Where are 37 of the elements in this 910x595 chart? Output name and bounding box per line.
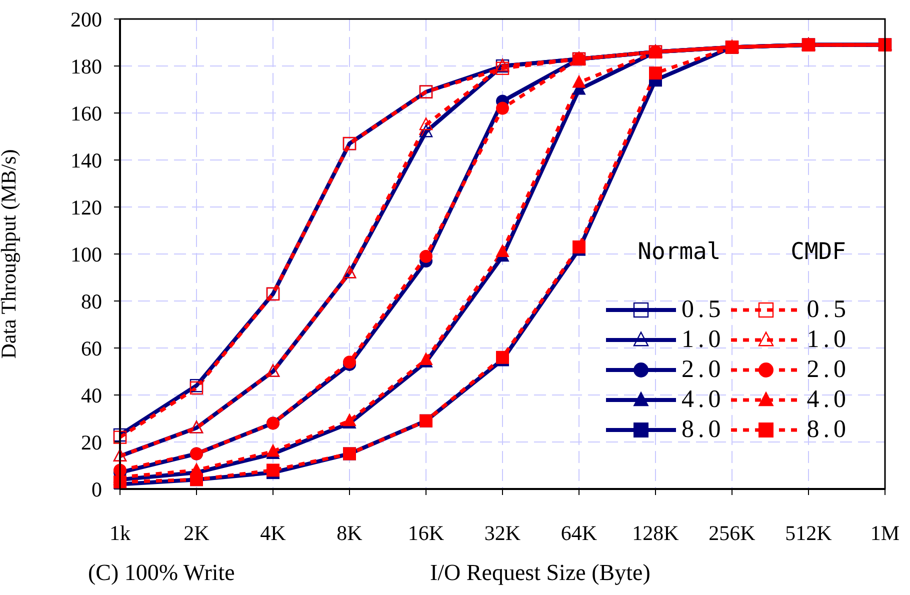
legend-label: 0.5 <box>682 296 725 324</box>
legend-label: 2.0 <box>806 356 850 384</box>
y-tick-label: 80 <box>81 289 102 314</box>
legend-label: 8.0 <box>806 416 850 444</box>
x-tick-label: 256K <box>708 520 756 545</box>
y-tick-label: 100 <box>70 242 102 266</box>
x-tick-label: 1M <box>870 520 900 545</box>
y-tick-label: 180 <box>70 54 102 78</box>
x-tick-label: 512K <box>785 520 832 545</box>
y-tick-label: 140 <box>70 148 102 172</box>
annotation: Normal <box>636 239 722 267</box>
x-tick-label: 64K <box>560 520 598 545</box>
y-axis-title: Data Throughput (MB/s) <box>0 149 20 359</box>
legend-label: 2.0 <box>682 356 725 384</box>
x-tick-label: 16K <box>408 520 444 545</box>
legend-label: 1.0 <box>682 326 725 354</box>
y-tick-label: 20 <box>81 430 102 454</box>
x-tick-label: 1k <box>110 520 131 545</box>
y-tick-label: 40 <box>81 383 102 408</box>
text: (C) 100% Write <box>88 560 235 586</box>
x-tick-label: 32K <box>484 520 521 545</box>
x-tick-label: 2K <box>184 520 210 545</box>
y-tick-label: 200 <box>70 7 102 32</box>
legend-label: 4.0 <box>682 386 725 414</box>
x-tick-label: 8K <box>336 520 362 545</box>
legend-label: 1.0 <box>806 326 850 354</box>
x-axis-title: I/O Request Size (Byte) <box>430 560 650 586</box>
y-tick-label: 160 <box>70 101 102 126</box>
legend-label: 0.5 <box>806 296 850 324</box>
legend-label: 8.0 <box>682 416 725 444</box>
annotation: CMDF <box>790 239 847 267</box>
x-tick-label: 128K <box>632 520 679 545</box>
y-tick-label: 60 <box>81 336 102 360</box>
x-tick-label: 4K <box>260 520 286 545</box>
y-tick-label: 120 <box>70 195 102 220</box>
legend-label: 4.0 <box>806 386 850 414</box>
y-tick-label: 0 <box>92 477 102 502</box>
